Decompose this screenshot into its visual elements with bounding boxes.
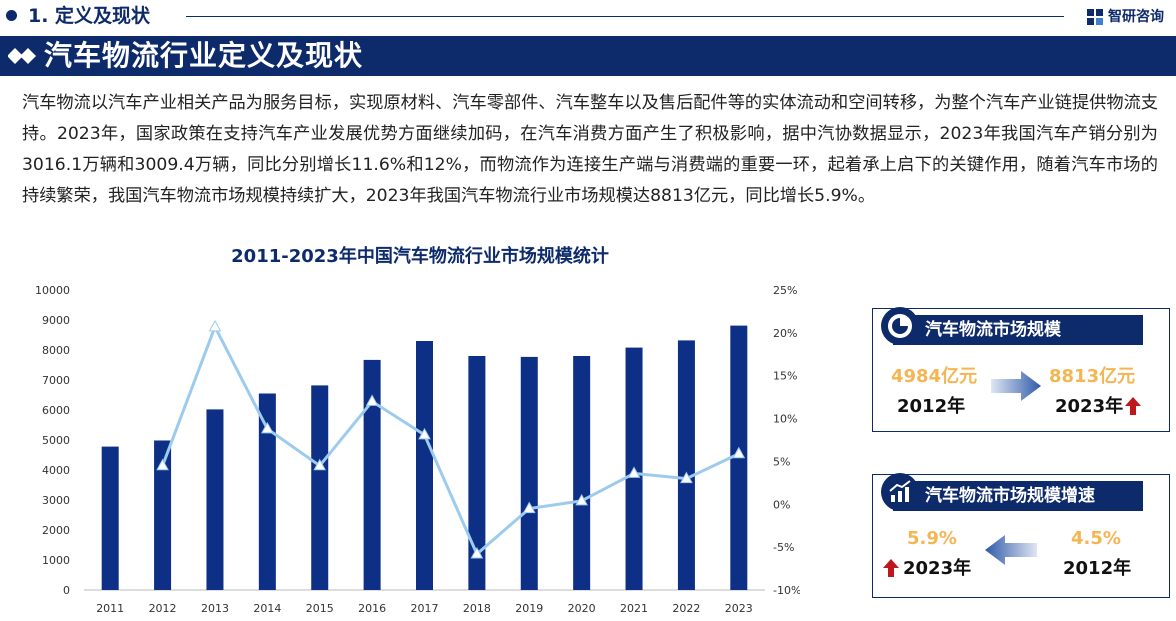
right-axis-tick-label: 5% [773,455,790,468]
line-point [313,458,327,471]
brand-logo: 智研咨询 [1086,6,1164,28]
card-header-bar [893,315,1143,345]
bar [573,356,591,590]
intro-paragraph: 汽车物流以汽车产业相关产品为服务目标，实现原材料、汽车零部件、汽车整车以及售后配… [22,93,1158,206]
left-axis-tick-label: 1000 [42,554,70,567]
line-point [156,458,169,471]
bar [468,356,486,590]
x-axis-tick-label: 2012 [149,602,177,615]
line-point [261,421,274,434]
arrow-right-icon [991,371,1041,401]
x-axis-tick-label: 2014 [253,602,281,615]
card-badge [881,307,919,345]
growth-chart-icon [889,480,911,502]
card-title: 汽车物流市场规模 [925,320,1061,340]
right-axis-tick-label: 10% [773,413,797,426]
bar [363,359,381,590]
left-axis-tick-label: 5000 [42,434,70,447]
left-value: 5.9% [907,528,957,549]
growth-line [161,323,740,557]
card-title: 汽车物流市场规模增速 [925,486,1095,506]
x-axis-tick-label: 2020 [568,602,596,615]
right-axis-tick-label: 15% [773,370,797,383]
x-axis-tick-label: 2016 [358,602,386,615]
to-value: 8813亿元 [1049,366,1136,387]
bar [101,446,119,590]
left-axis-tick-label: 9000 [42,314,70,327]
market-size-chart: 0 1000 2000 3000 4000 5000 6000 7000 8000 9000 100… [35,284,800,615]
up-arrow-icon [1125,397,1141,415]
line-point [208,319,222,332]
right-year: 2012年 [1063,558,1132,579]
card-header-bar [893,481,1143,511]
logo-icon [1087,9,1103,25]
left-axis-tick-label: 4000 [42,464,70,477]
line-point [365,394,379,406]
right-value: 4.5% [1071,528,1121,549]
market-scale-card: 汽车物流市场规模 4984亿元 2012年 8813亿元 2023年 [872,307,1170,432]
left-axis-tick-label: 8000 [42,344,70,357]
page-title: 汽车物流行业定义及现状 [44,39,364,72]
right-axis-tick-label: 0% [773,498,790,511]
bar [154,440,172,590]
bar [677,340,695,590]
title-banner: 汽车物流行业定义及现状 [0,36,1176,76]
x-axis-tick-label: 2011 [96,602,124,615]
left-axis-tick-label: 7000 [42,374,70,387]
section-bullet [6,10,17,21]
x-axis-tick-label: 2015 [306,602,334,615]
x-axis-tick-label: 2021 [620,602,648,615]
x-axis-tick-label: 2013 [201,602,229,615]
right-axis-tick-label: -10% [773,584,800,597]
bar [311,385,329,590]
bar [416,341,433,590]
chart-title: 2011-2023年中国汽车物流行业市场规模统计 [231,246,609,267]
arrow-left-icon [985,535,1037,565]
line-point [575,493,588,506]
to-year: 2023年 [1055,396,1124,417]
left-axis-tick-label: 10000 [35,284,70,297]
x-axis-tick-label: 2022 [672,602,700,615]
line-point [732,446,746,459]
line-point [627,466,641,478]
left-axis-tick-label: 2000 [42,524,70,537]
bar [520,356,538,590]
right-axis-tick-label: 25% [773,284,797,297]
left-axis-tick-label: 6000 [42,404,70,417]
card-badge [881,473,919,511]
pie-chart-icon [888,314,912,338]
up-arrow-icon [883,559,899,577]
left-year: 2023年 [903,558,972,579]
bar [206,409,224,590]
x-axis-tick-label: 2019 [515,602,543,615]
line-point [522,501,536,514]
diamond-icon [8,48,36,64]
x-axis-tick-label: 2018 [463,602,491,615]
logo-text: 智研咨询 [1108,9,1164,25]
section-divider [186,16,1064,17]
line-point [470,546,484,559]
right-axis-tick-label: 20% [773,327,797,340]
left-axis-tick-label: 0 [63,584,70,597]
line-point [418,427,431,440]
from-value: 4984亿元 [891,366,978,387]
right-axis-tick-label: -5% [773,541,794,554]
from-year: 2012年 [897,396,966,417]
growth-rate-card: 汽车物流市场规模增速 5.9% 2023年 4.5% 2012年 [872,473,1170,598]
section-title: 1. 定义及现状 [28,5,151,27]
left-axis-tick-label: 3000 [42,494,70,507]
x-axis-tick-label: 2023 [725,602,753,615]
bar [258,393,276,590]
line-point [680,471,693,484]
x-axis-tick-label: 2017 [411,602,439,615]
